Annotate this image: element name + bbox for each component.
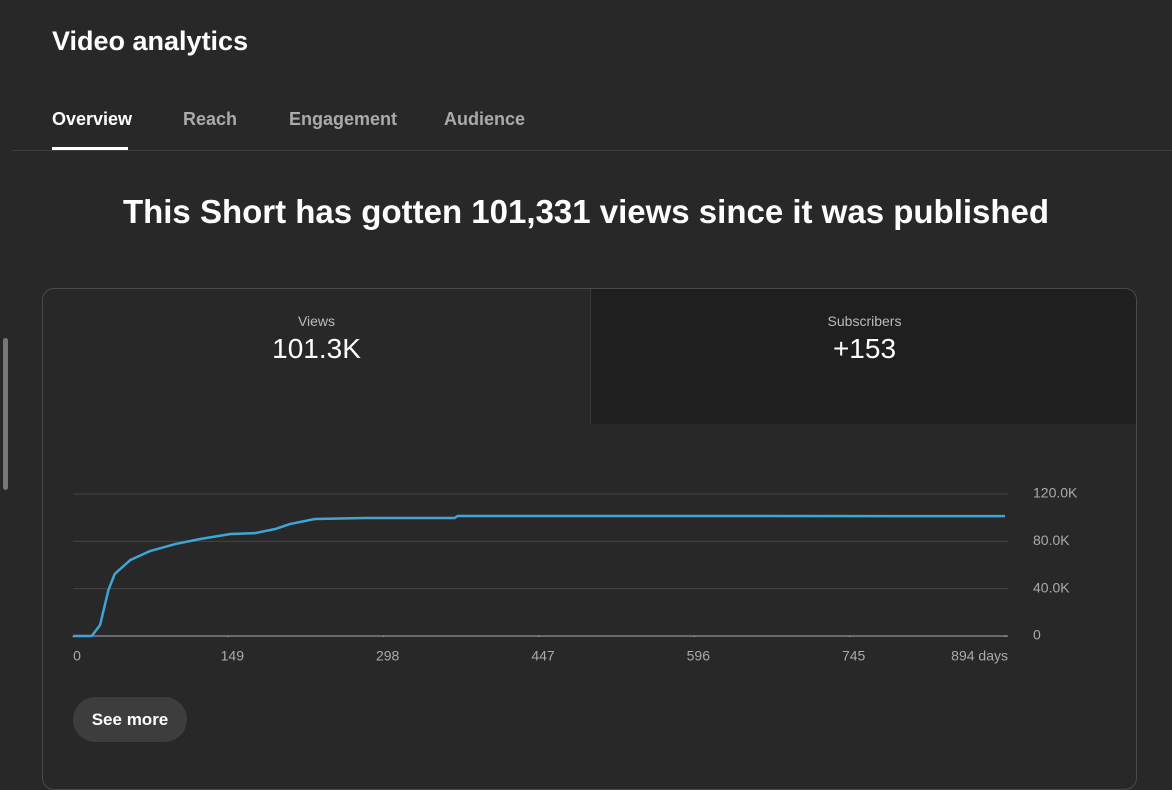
page-title: Video analytics <box>52 26 249 56</box>
tab[interactable]: Audience <box>444 109 526 129</box>
tab-underline <box>52 147 128 150</box>
y-tick-label: 40.0K <box>1033 579 1070 595</box>
divider <box>12 150 1172 151</box>
y-tick-label: 120.0K <box>1033 485 1078 501</box>
y-tick-label: 80.0K <box>1033 532 1070 548</box>
page: Video analytics Overview Reach Engagemen… <box>3 26 1172 790</box>
metric-label: Subscribers <box>827 313 902 329</box>
tab[interactable]: Reach <box>183 109 238 129</box>
chart: 0 40.0K 80.0K 120.0K 0 149 298 447 596 745 894 day… <box>72 485 1078 664</box>
card: Views 101.3K Subscribers +153 <box>42 288 1137 790</box>
headline: This Short has gotten 101,331 views sinc… <box>122 193 1050 230</box>
metric-label: Views <box>297 313 336 329</box>
tab[interactable]: Overview <box>52 109 133 129</box>
metric-tab[interactable]: Subscribers +153 <box>590 289 1136 424</box>
x-tick-label: 745 <box>842 648 866 664</box>
metric-tab[interactable]: Views 101.3K <box>43 289 590 424</box>
see-more-button[interactable]: See more <box>73 697 187 742</box>
metric-value: +153 <box>832 333 897 364</box>
y-tick-label: 0 <box>1033 627 1041 643</box>
x-tick-label: 0 <box>73 648 81 664</box>
x-tick-label: 298 <box>376 648 400 664</box>
line <box>73 514 1006 638</box>
metric-value: 101.3K <box>272 333 361 364</box>
scrollbar[interactable] <box>3 338 8 490</box>
x-tick-label: 894 days <box>951 648 1008 664</box>
x-tick-label: 447 <box>531 648 555 664</box>
tab[interactable]: Engagement <box>289 109 398 129</box>
x-tick-label: 149 <box>221 648 245 664</box>
x-tick-label: 596 <box>687 648 711 664</box>
